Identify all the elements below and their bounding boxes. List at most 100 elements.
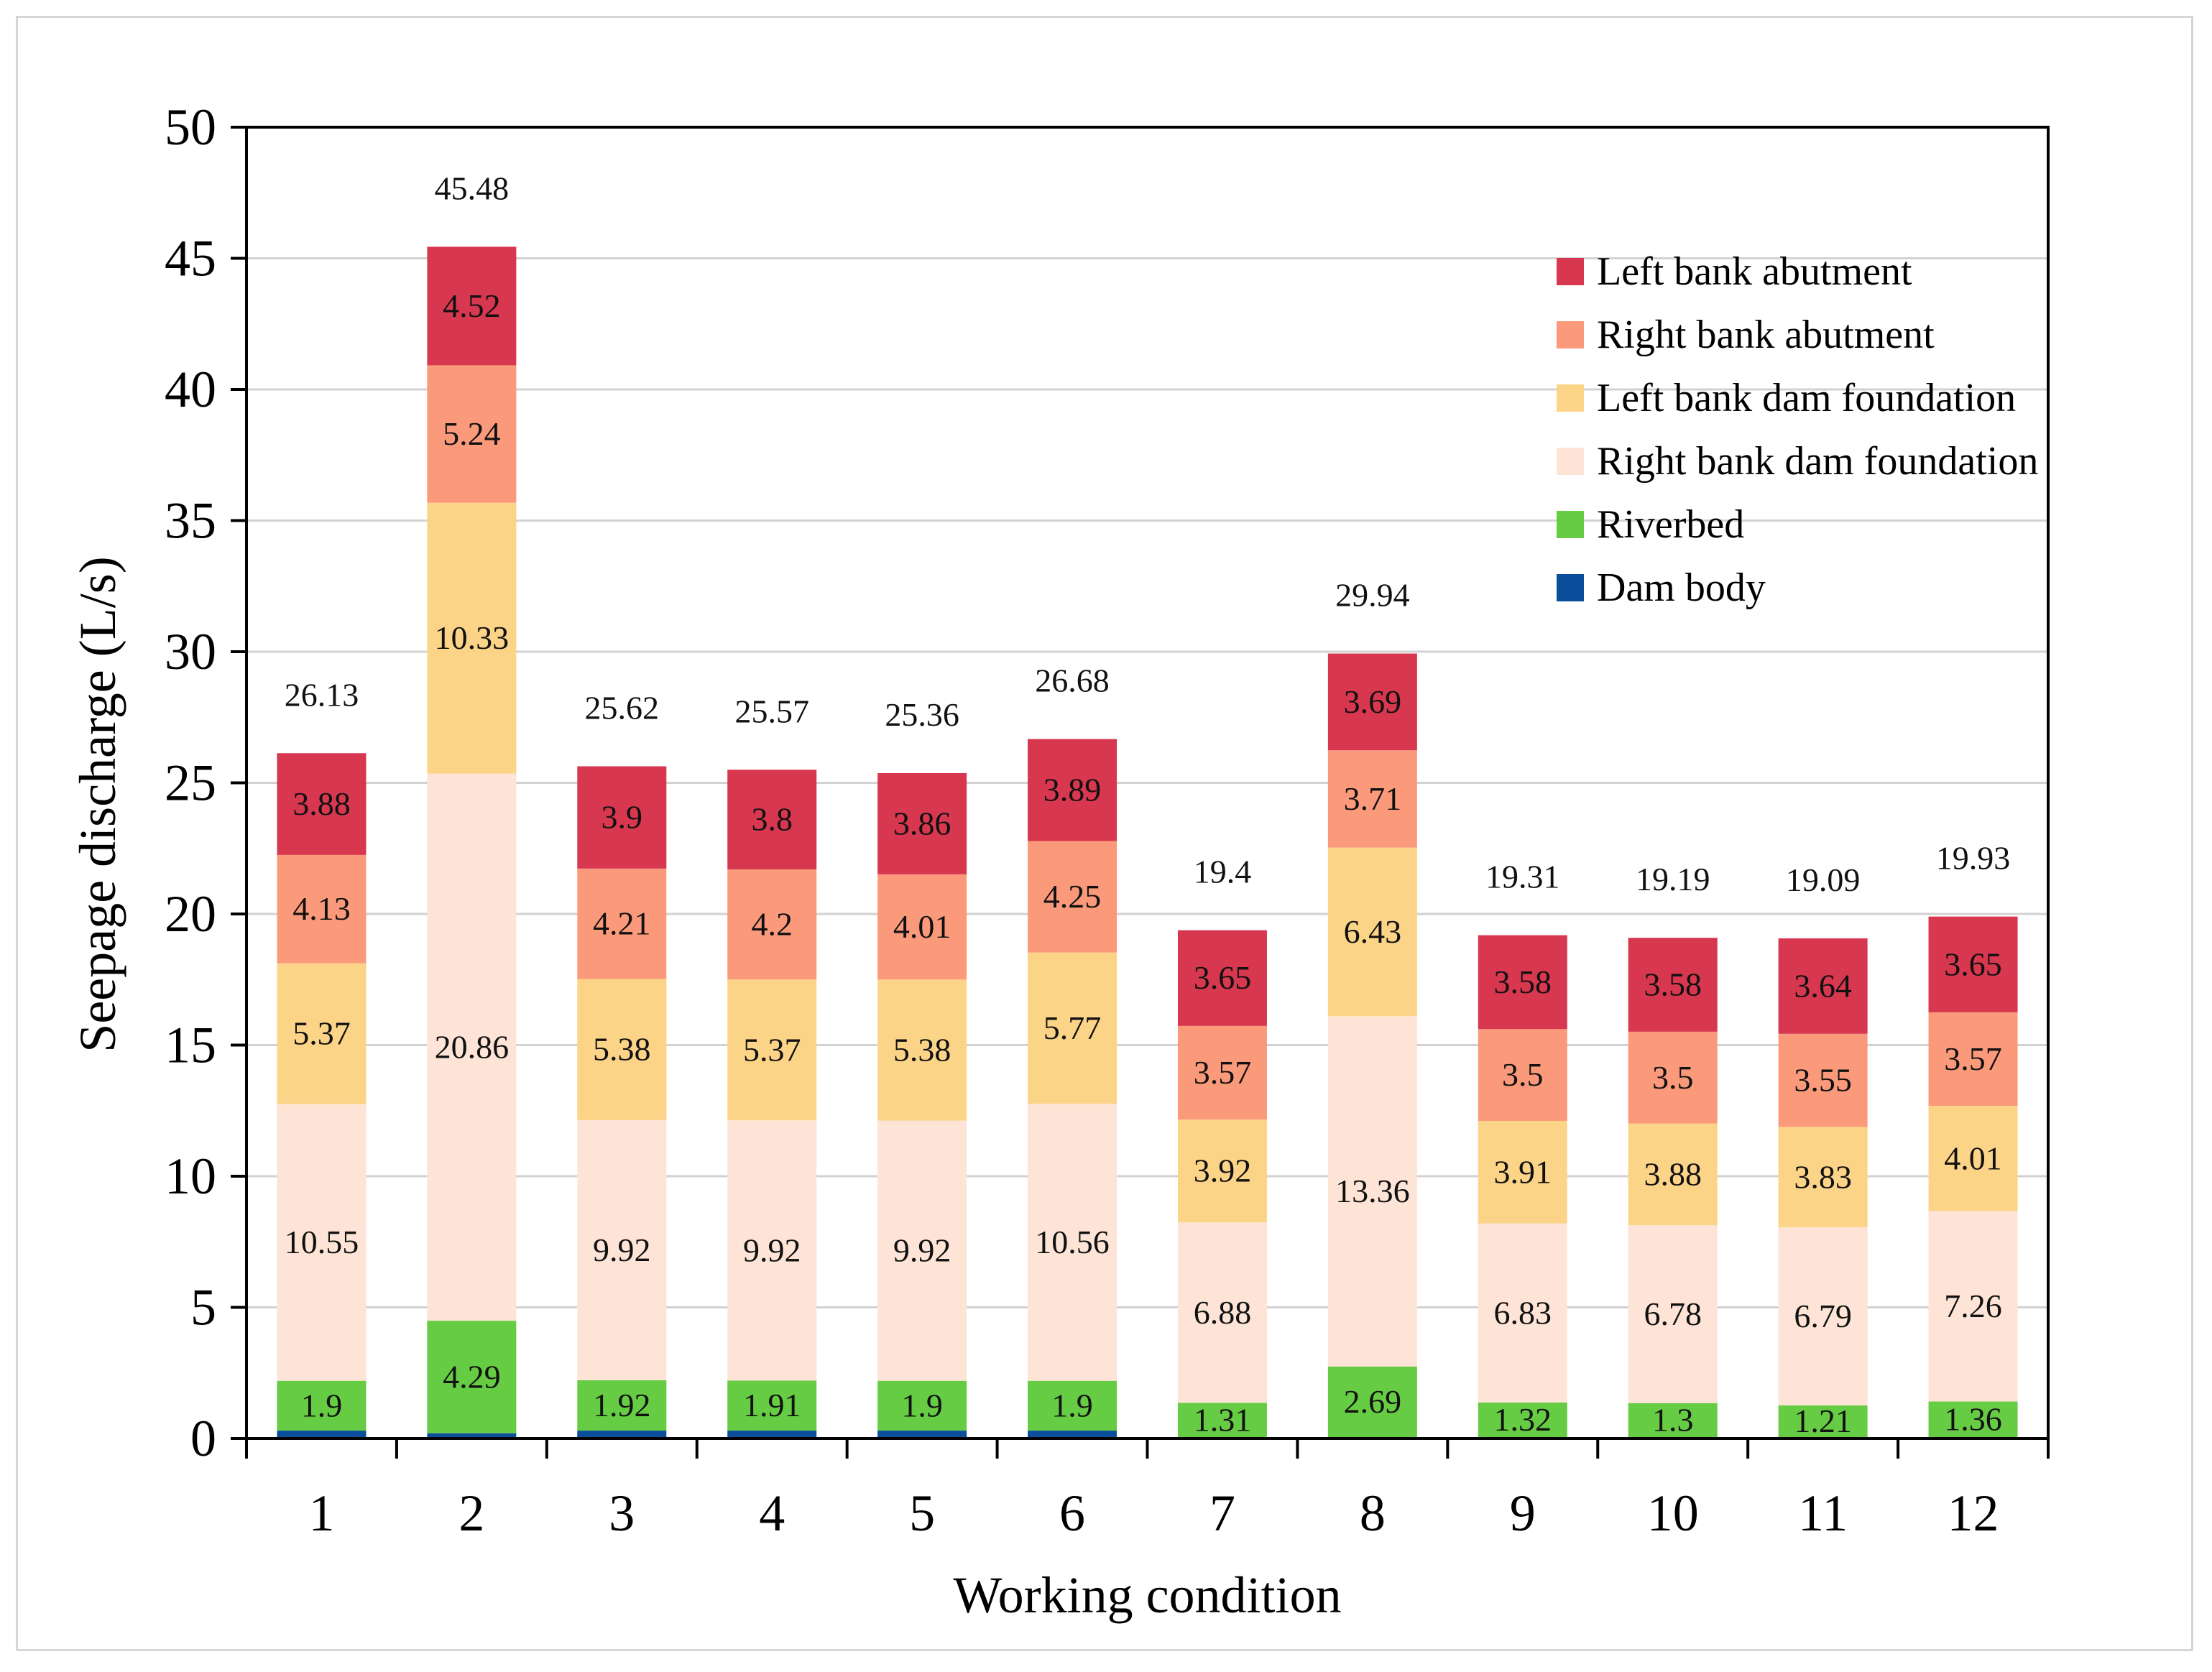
- legend-label: Left bank abutment: [1597, 249, 1912, 294]
- x-tick-label: 12: [1948, 1484, 1999, 1542]
- bar-segment: [877, 1120, 967, 1381]
- legend: Left bank abutment Right bank abutment Lef…: [1557, 249, 2038, 610]
- legend-swatch: [1557, 511, 1584, 538]
- segment-value-label: 6.88: [1194, 1294, 1252, 1331]
- segment-value-label: 1.92: [593, 1387, 651, 1423]
- legend-swatch: [1557, 384, 1584, 412]
- bar-segment: [427, 365, 517, 503]
- bar-segment: [427, 246, 517, 366]
- segment-value-label: 5.38: [593, 1031, 651, 1068]
- bar-segment: [1778, 1033, 1868, 1127]
- segment-value-label: 1.9: [301, 1387, 343, 1423]
- bar-segment: [1177, 1025, 1267, 1120]
- y-tick-label: 0: [190, 1410, 216, 1467]
- total-value-label: 45.48: [435, 170, 510, 206]
- segment-value-label: 7.26: [1944, 1288, 2002, 1324]
- segment-value-label: 4.01: [893, 908, 951, 945]
- segment-value-label: 1.36: [1944, 1400, 2002, 1437]
- legend-label: Dam body: [1597, 565, 1766, 610]
- bar-segment: [1628, 1403, 1718, 1438]
- bar-segment: [427, 773, 517, 1321]
- segment-value-label: 3.55: [1794, 1062, 1852, 1099]
- bar-segment: [877, 1431, 967, 1438]
- bar-segment: [1177, 1119, 1267, 1223]
- segment-value-label: 5.37: [743, 1031, 801, 1068]
- segment-value-label: 4.29: [443, 1358, 501, 1395]
- segment-value-label: 3.69: [1344, 683, 1402, 720]
- bar-segment: [1327, 750, 1417, 848]
- legend-swatch: [1557, 574, 1584, 601]
- legend-swatch: [1557, 258, 1584, 285]
- bar-segment: [1928, 1211, 2018, 1402]
- bar-segment: [1628, 938, 1718, 1032]
- bar-segment: [877, 874, 967, 980]
- bar-segment: [427, 1433, 517, 1438]
- bar-segment: [1478, 935, 1567, 1030]
- total-value-label: 19.19: [1636, 861, 1710, 897]
- total-value-label: 25.57: [734, 693, 809, 729]
- bar-segment: [1327, 653, 1417, 751]
- segment-value-label: 6.83: [1494, 1294, 1552, 1331]
- legend-label: Riverbed: [1597, 502, 1744, 547]
- bar-segment: [1327, 1016, 1417, 1367]
- bar-segment: [277, 753, 367, 855]
- y-tick-label: 50: [165, 98, 216, 156]
- bar-segment: [877, 979, 967, 1121]
- bar-segment: [727, 979, 817, 1121]
- segment-value-label: 13.36: [1335, 1173, 1410, 1209]
- segment-value-label: 3.91: [1494, 1153, 1552, 1190]
- bar-segment: [1778, 1227, 1868, 1406]
- bar-segment: [1778, 938, 1868, 1034]
- bar-segment: [277, 1104, 367, 1381]
- y-tick-label: 10: [165, 1147, 216, 1205]
- bar-segment: [727, 1120, 817, 1381]
- y-tick-label: 45: [165, 230, 216, 287]
- segment-value-label: 3.71: [1344, 780, 1402, 817]
- segment-value-label: 4.21: [593, 905, 651, 942]
- segment-value-label: 4.01: [1944, 1140, 2002, 1176]
- segment-value-label: 3.9: [602, 799, 643, 836]
- x-tick-label: 9: [1510, 1484, 1536, 1542]
- segment-labels: 1.9 10.55 5.37 4.13 3.88 4.29 20.86 10.33 5.24 4.…: [285, 287, 2002, 1439]
- bar-segment: [577, 979, 667, 1120]
- bar-segment: [1177, 1222, 1267, 1403]
- segment-value-label: 4.52: [443, 287, 501, 324]
- bar-segment: [1177, 1403, 1267, 1438]
- x-tick-label: 2: [458, 1484, 484, 1542]
- bar-segment: [727, 770, 817, 869]
- segment-value-label: 3.64: [1794, 967, 1852, 1004]
- y-tick-label: 5: [190, 1279, 216, 1336]
- segment-value-label: 10.56: [1035, 1224, 1110, 1260]
- total-value-label: 29.94: [1335, 577, 1410, 614]
- total-value-label: 25.62: [585, 690, 660, 726]
- bar-segment: [577, 868, 667, 979]
- segment-value-label: 10.33: [435, 619, 510, 656]
- bar-segment: [1778, 1405, 1868, 1438]
- bar-segment: [727, 1380, 817, 1431]
- total-value-label: 19.4: [1194, 854, 1252, 890]
- segment-value-label: 3.86: [893, 805, 951, 841]
- segment-value-label: 3.89: [1043, 772, 1102, 808]
- bar-segment: [1478, 1029, 1567, 1121]
- bar-segment: [727, 869, 817, 980]
- segment-value-label: 5.37: [292, 1015, 351, 1052]
- y-tick-label: 35: [165, 492, 216, 550]
- legend-label: Right bank abutment: [1597, 313, 1935, 357]
- segment-value-label: 9.92: [893, 1232, 951, 1269]
- segment-value-label: 1.3: [1652, 1401, 1694, 1438]
- x-tick-label: 3: [609, 1484, 635, 1542]
- bar-segment: [1028, 1380, 1117, 1431]
- bar-segment: [1928, 1401, 2018, 1438]
- bar-segment: [1628, 1031, 1718, 1124]
- segment-value-label: 4.2: [751, 906, 793, 943]
- legend-label: Left bank dam foundation: [1597, 376, 2016, 420]
- bar-segment: [1028, 739, 1117, 841]
- y-tick-label: 30: [165, 623, 216, 680]
- x-axis: 1 2 3 4 5 6 7 8 9 10 11 12: [245, 1438, 2050, 1542]
- bar-segment: [277, 854, 367, 964]
- total-value-label: 19.93: [1936, 840, 2011, 877]
- bar-segment: [1928, 1106, 2018, 1211]
- bar-segment: [877, 772, 967, 874]
- bar-segment: [1928, 1012, 2018, 1107]
